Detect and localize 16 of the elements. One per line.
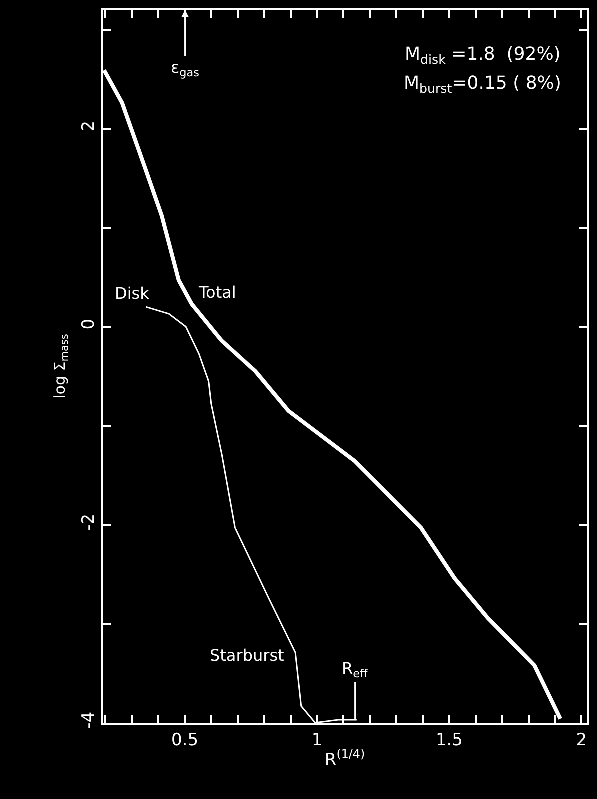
annotation: M$_{disk}$ =1.8 (92%) bbox=[405, 44, 561, 67]
annotation: Disk bbox=[115, 284, 150, 303]
annotation: M$_{burst}$=0.15 ( 8%) bbox=[404, 73, 562, 96]
y-tick-label: 0 bbox=[79, 318, 100, 330]
annotation: ε$_{gas}$ bbox=[171, 58, 200, 80]
y-tick-label: -4 bbox=[79, 712, 100, 729]
x-tick-label: 2 bbox=[576, 730, 588, 750]
x-tick-label: 1 bbox=[312, 730, 323, 750]
x-axis-title: R$^{(1/4)}$ bbox=[324, 747, 366, 770]
annotation: R$_{eff}$ bbox=[342, 659, 368, 680]
x-tick-label: 0.5 bbox=[171, 730, 199, 750]
annotation: Starburst bbox=[210, 646, 284, 665]
x-tick-label: 1.5 bbox=[436, 730, 463, 750]
annotation: Total bbox=[198, 283, 236, 302]
y-tick-label: 2 bbox=[79, 120, 100, 132]
y-tick-label: -2 bbox=[79, 514, 100, 531]
